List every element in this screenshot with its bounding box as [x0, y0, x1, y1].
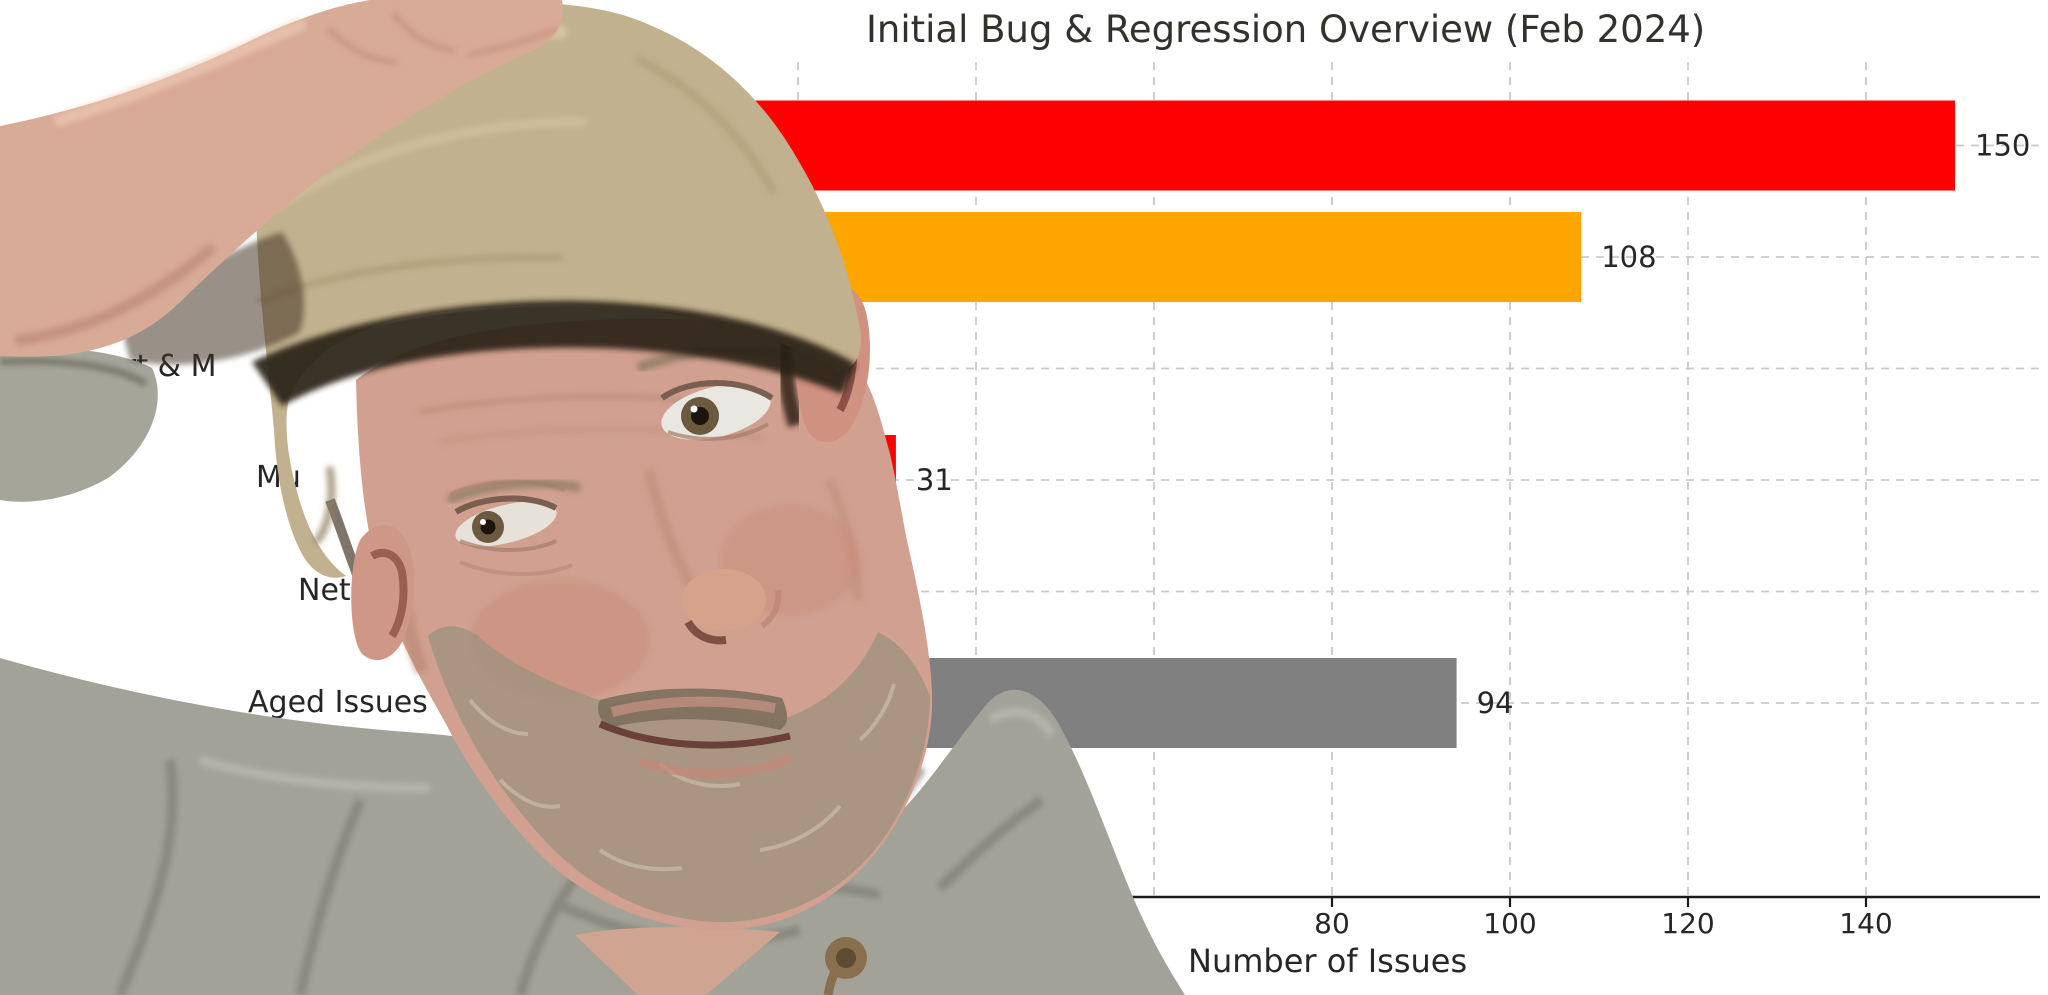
flat-cap [252, 2, 862, 578]
x-tick-label: 140 [1839, 907, 1892, 940]
bar-value-label: 31 [916, 463, 953, 497]
x-axis-label: Number of Issues [1188, 942, 1468, 980]
bar-value-label: 108 [1601, 240, 1656, 274]
nose [642, 468, 782, 645]
x-tick-label: 100 [1483, 907, 1536, 940]
cap-shadow [252, 300, 856, 406]
category-label-fragment-aged-issues: Aged Issues [248, 685, 428, 720]
bar-value-label: 94 [1477, 686, 1514, 720]
neck-skin [575, 926, 780, 995]
left-ear [325, 498, 415, 661]
arm [0, 0, 563, 365]
x-tick-label: 80 [1314, 907, 1350, 940]
underarm-shadow [120, 232, 304, 365]
bar-value-label: 150 [1975, 129, 2030, 163]
x-tick-label: 120 [1661, 907, 1714, 940]
bar [620, 100, 1955, 191]
drawstring-toggle [823, 937, 867, 995]
sleeve [0, 346, 158, 502]
left-eye [446, 478, 582, 577]
chart-title: Initial Bug & Regression Overview (Feb 2… [866, 8, 1706, 51]
mouth [598, 696, 795, 778]
